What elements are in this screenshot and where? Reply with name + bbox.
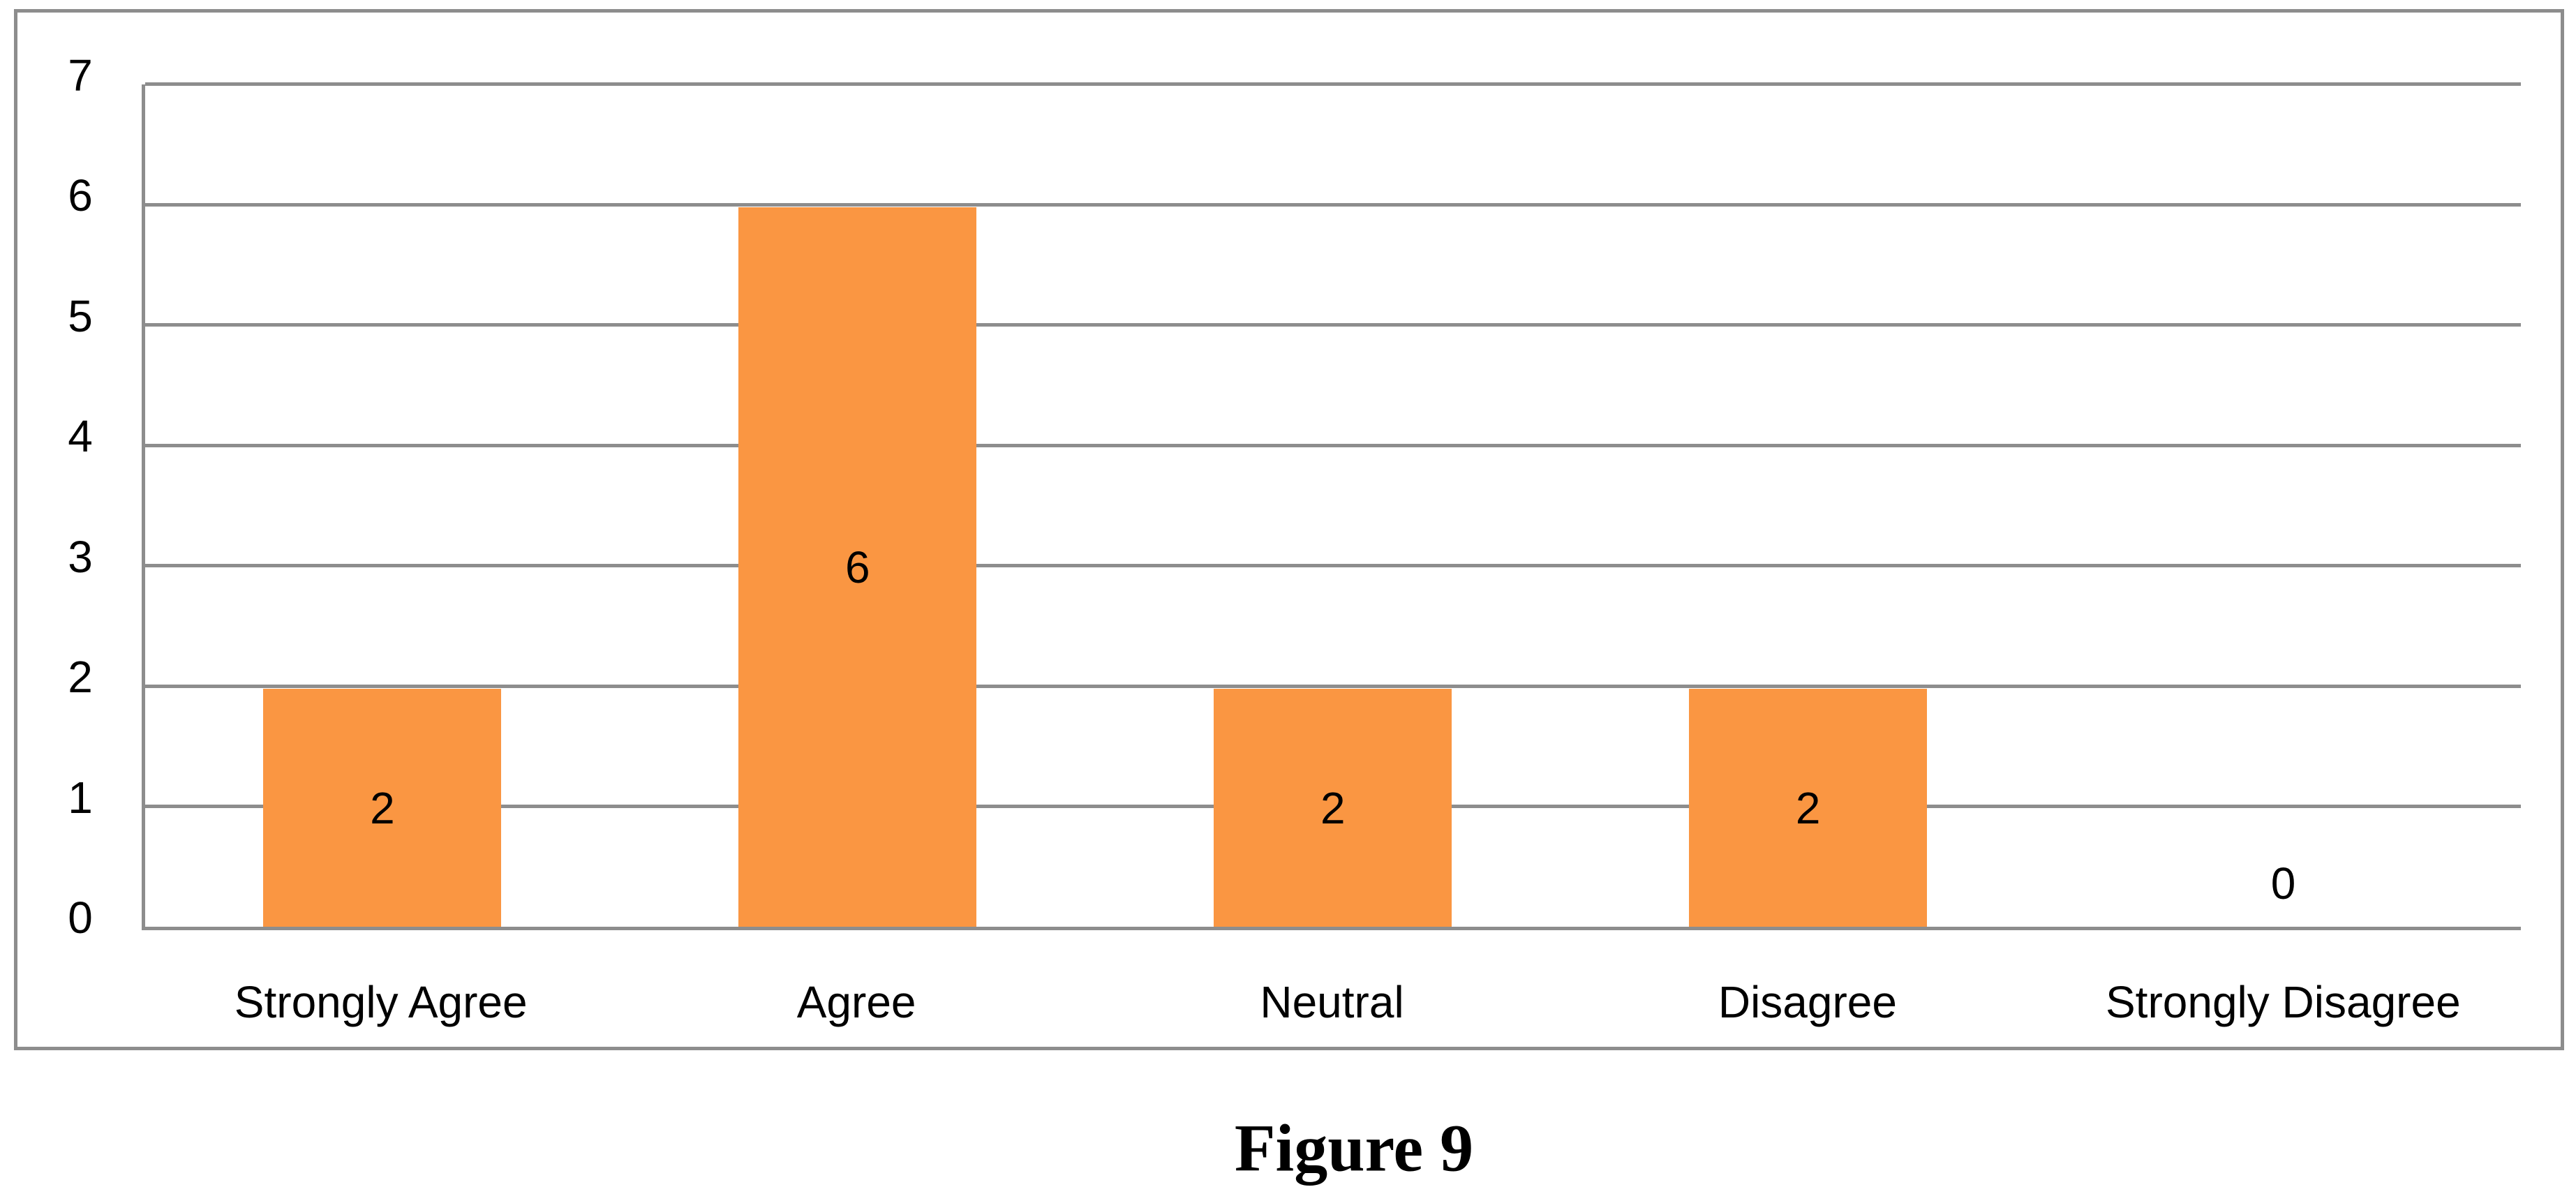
gridline-y-4 bbox=[144, 443, 2521, 447]
bar-neutral: 2 bbox=[1214, 689, 1452, 927]
bar-agree: 6 bbox=[738, 207, 977, 927]
gridline-y-3 bbox=[144, 564, 2521, 567]
bar-chart-frame: 2 6 2 2 0 0 1 2 3 4 5 6 7 Strongly Agree Agree Neutra… bbox=[14, 9, 2564, 1050]
bar-data-label: 2 bbox=[1320, 782, 1346, 833]
y-tick-label-6: 6 bbox=[68, 170, 93, 221]
y-tick-label-0: 0 bbox=[68, 893, 93, 943]
bar-data-label: 6 bbox=[845, 542, 870, 592]
gridline-y-6 bbox=[144, 202, 2521, 207]
plot-area: 2 6 2 2 0 bbox=[141, 82, 2521, 930]
gridline-y-2 bbox=[144, 684, 2521, 688]
y-tick-label-5: 5 bbox=[68, 290, 93, 341]
x-category-label-disagree: Disagree bbox=[1718, 977, 1897, 1027]
y-tick-label-2: 2 bbox=[68, 652, 93, 702]
bar-strongly-agree: 2 bbox=[263, 689, 502, 927]
bar-data-label-zero: 0 bbox=[2270, 858, 2296, 909]
y-tick-label-1: 1 bbox=[68, 772, 93, 823]
bar-data-label: 2 bbox=[1795, 782, 1821, 833]
y-tick-label-3: 3 bbox=[68, 531, 93, 582]
bar-disagree: 2 bbox=[1689, 689, 1928, 927]
x-category-label-strongly-agree: Strongly Agree bbox=[234, 977, 528, 1027]
y-tick-label-7: 7 bbox=[68, 50, 93, 100]
gridline-y-5 bbox=[144, 323, 2521, 327]
x-category-label-agree: Agree bbox=[796, 977, 916, 1027]
y-tick-label-4: 4 bbox=[68, 411, 93, 461]
gridline-y-7 bbox=[144, 82, 2521, 86]
x-category-label-neutral: Neutral bbox=[1260, 977, 1404, 1027]
bar-data-label: 2 bbox=[370, 782, 395, 833]
x-category-label-strongly-disagree: Strongly Disagree bbox=[2105, 977, 2461, 1027]
x-axis-labels: Strongly Agree Agree Neutral Disagree Strong… bbox=[143, 967, 2521, 1037]
figure-caption: Figure 9 bbox=[1234, 1110, 1474, 1186]
